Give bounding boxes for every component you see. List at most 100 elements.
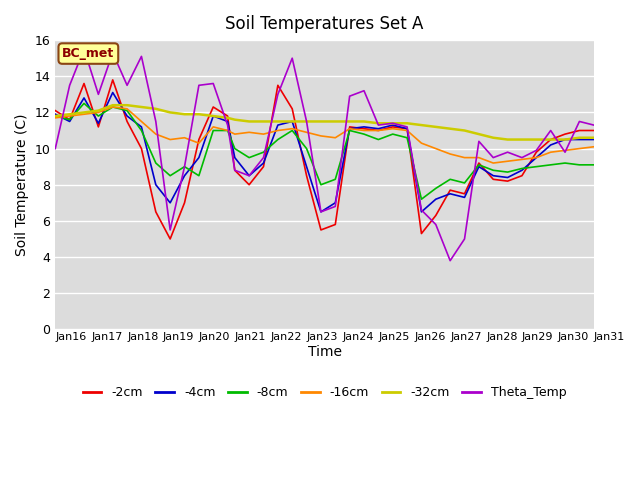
Theta_Temp bbox=[124, 83, 131, 88]
-4cm bbox=[547, 142, 554, 148]
-16cm bbox=[303, 130, 310, 135]
-8cm bbox=[260, 149, 268, 155]
-16cm bbox=[274, 128, 282, 133]
-4cm bbox=[346, 126, 353, 132]
Legend: -2cm, -4cm, -8cm, -16cm, -32cm, Theta_Temp: -2cm, -4cm, -8cm, -16cm, -32cm, Theta_Te… bbox=[77, 381, 572, 404]
-2cm bbox=[303, 173, 310, 179]
Theta_Temp bbox=[138, 53, 145, 59]
-8cm bbox=[418, 196, 426, 202]
-16cm bbox=[180, 135, 188, 141]
-2cm bbox=[547, 137, 554, 143]
Theta_Temp bbox=[195, 83, 203, 88]
-32cm bbox=[289, 119, 296, 124]
-32cm bbox=[504, 137, 511, 143]
-4cm bbox=[403, 126, 411, 132]
-2cm bbox=[360, 126, 368, 132]
-4cm bbox=[274, 122, 282, 128]
-16cm bbox=[51, 115, 59, 121]
-32cm bbox=[360, 119, 368, 124]
-2cm bbox=[346, 124, 353, 130]
-2cm bbox=[518, 173, 526, 179]
-16cm bbox=[166, 137, 174, 143]
Theta_Temp bbox=[461, 236, 468, 242]
Text: BC_met: BC_met bbox=[62, 47, 115, 60]
Theta_Temp bbox=[374, 122, 382, 128]
Theta_Temp bbox=[418, 207, 426, 213]
-8cm bbox=[561, 160, 569, 166]
-32cm bbox=[317, 119, 324, 124]
-4cm bbox=[490, 173, 497, 179]
-32cm bbox=[575, 135, 583, 141]
-8cm bbox=[95, 113, 102, 119]
-32cm bbox=[389, 120, 397, 126]
-2cm bbox=[532, 149, 540, 155]
-16cm bbox=[532, 155, 540, 160]
-8cm bbox=[303, 146, 310, 152]
-32cm bbox=[590, 135, 598, 141]
-4cm bbox=[518, 168, 526, 173]
-2cm bbox=[51, 108, 59, 113]
Theta_Temp bbox=[575, 119, 583, 124]
-16cm bbox=[374, 128, 382, 133]
-16cm bbox=[231, 131, 239, 137]
-8cm bbox=[518, 166, 526, 171]
Theta_Temp bbox=[303, 119, 310, 124]
Y-axis label: Soil Temperature (C): Soil Temperature (C) bbox=[15, 113, 29, 256]
-4cm bbox=[51, 111, 59, 117]
Theta_Temp bbox=[180, 164, 188, 169]
-2cm bbox=[195, 137, 203, 143]
-2cm bbox=[418, 231, 426, 237]
Theta_Temp bbox=[360, 88, 368, 94]
-4cm bbox=[590, 137, 598, 143]
-32cm bbox=[561, 137, 569, 143]
-2cm bbox=[124, 119, 131, 124]
-32cm bbox=[518, 137, 526, 143]
Theta_Temp bbox=[166, 227, 174, 233]
Theta_Temp bbox=[475, 138, 483, 144]
-2cm bbox=[66, 117, 74, 122]
-4cm bbox=[180, 173, 188, 179]
-2cm bbox=[504, 178, 511, 184]
-4cm bbox=[461, 194, 468, 200]
-8cm bbox=[231, 146, 239, 152]
-4cm bbox=[95, 120, 102, 126]
-32cm bbox=[138, 104, 145, 110]
-32cm bbox=[51, 113, 59, 119]
-16cm bbox=[590, 144, 598, 150]
-2cm bbox=[389, 124, 397, 130]
Theta_Temp bbox=[95, 92, 102, 97]
-32cm bbox=[166, 109, 174, 115]
-4cm bbox=[109, 90, 116, 96]
-8cm bbox=[195, 173, 203, 179]
-8cm bbox=[180, 164, 188, 169]
-32cm bbox=[418, 122, 426, 128]
-16cm bbox=[224, 128, 232, 133]
Line: -8cm: -8cm bbox=[55, 103, 594, 199]
-16cm bbox=[561, 147, 569, 153]
-4cm bbox=[446, 191, 454, 197]
-16cm bbox=[360, 128, 368, 133]
-8cm bbox=[547, 162, 554, 168]
-8cm bbox=[532, 164, 540, 169]
-8cm bbox=[209, 128, 217, 133]
-16cm bbox=[124, 106, 131, 112]
-16cm bbox=[547, 149, 554, 155]
-2cm bbox=[403, 126, 411, 132]
-4cm bbox=[389, 122, 397, 128]
-32cm bbox=[274, 119, 282, 124]
-8cm bbox=[80, 100, 88, 106]
-32cm bbox=[446, 126, 454, 132]
-16cm bbox=[95, 109, 102, 115]
Theta_Temp bbox=[80, 46, 88, 52]
Theta_Temp bbox=[152, 119, 159, 124]
Line: -2cm: -2cm bbox=[55, 80, 594, 239]
-2cm bbox=[561, 131, 569, 137]
-2cm bbox=[461, 191, 468, 197]
-16cm bbox=[446, 151, 454, 157]
Theta_Temp bbox=[403, 124, 411, 130]
-8cm bbox=[224, 128, 232, 133]
-8cm bbox=[432, 185, 440, 191]
Theta_Temp bbox=[446, 258, 454, 264]
-32cm bbox=[109, 102, 116, 108]
Theta_Temp bbox=[51, 146, 59, 152]
